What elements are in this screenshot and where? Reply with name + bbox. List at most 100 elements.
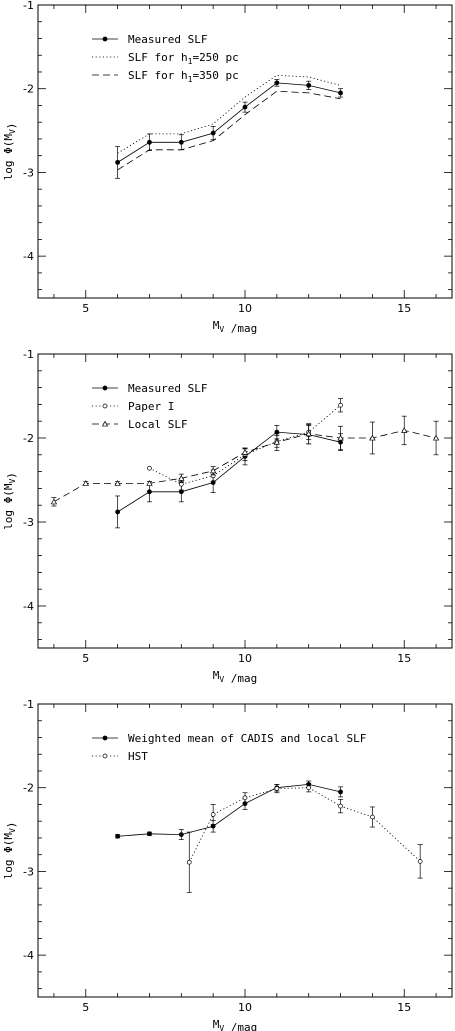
y-tick-label: -4 xyxy=(23,600,34,613)
legend-label: Local SLF xyxy=(128,418,188,431)
series-line xyxy=(117,74,341,154)
data-point xyxy=(147,489,152,495)
series-line xyxy=(117,783,341,837)
panel-1: 5 10 15 -1 -2 -3 -4 MV /mag log Φ(MV) Measured SL… xyxy=(2,0,453,335)
data-point xyxy=(306,785,312,791)
data-point xyxy=(146,480,153,486)
series-2 xyxy=(117,74,341,154)
y-axis-label: log Φ(MV) xyxy=(2,472,18,530)
x-tick-label: 15 xyxy=(397,1001,411,1014)
plot-frame xyxy=(37,4,453,299)
panel-3: 5 10 15 -1 -2 -3 -4 MV /mag log Φ(MV) Weighted me… xyxy=(2,698,453,1031)
legend-label: Measured SLF xyxy=(128,33,207,46)
y-tick-label: -4 xyxy=(23,250,34,263)
y-tick-label: -1 xyxy=(23,348,34,361)
data-point xyxy=(186,859,192,865)
x-tick-label: 15 xyxy=(397,302,411,315)
x-axis-label: MV /mag xyxy=(213,1018,258,1031)
legend-entry-3: SLF for h1=350 pc xyxy=(92,69,239,84)
x-tick-label: 10 xyxy=(238,1001,252,1014)
data-point xyxy=(242,801,248,807)
data-point xyxy=(209,467,217,474)
series-1 xyxy=(115,79,344,179)
legend-entry-3: Local SLF xyxy=(92,418,188,431)
legend-entry-1: Measured SLF xyxy=(92,382,207,395)
data-point xyxy=(338,789,343,795)
legend-entry-2: HST xyxy=(92,750,148,763)
legend-entry-1: Weighted mean of CADIS and local SLF xyxy=(92,732,366,745)
data-point xyxy=(210,130,216,136)
y-tick-label: -3 xyxy=(23,516,34,529)
y-tick-label: -1 xyxy=(23,0,34,12)
data-point xyxy=(147,465,152,471)
data-point xyxy=(210,812,216,817)
x-tick-label: 5 xyxy=(82,1001,89,1014)
y-tick-label: -3 xyxy=(23,166,34,179)
legend-marker xyxy=(102,36,108,42)
legend-entry-2: Paper I xyxy=(92,400,174,413)
data-point xyxy=(370,814,375,820)
data-point xyxy=(274,786,280,791)
data-point xyxy=(50,498,58,505)
y-tick-label: -2 xyxy=(23,432,34,445)
y-tick-label: -1 xyxy=(23,698,34,711)
plot-frame xyxy=(37,353,453,649)
legend-label: HST xyxy=(128,750,148,763)
data-point xyxy=(305,430,312,437)
data-point xyxy=(338,90,343,96)
legend-entry-1: Measured SLF xyxy=(92,33,207,46)
x-axis-label: MV /mag xyxy=(213,319,258,335)
data-point xyxy=(210,823,216,829)
legend-label: Paper I xyxy=(128,400,174,413)
data-point xyxy=(241,448,249,455)
y-tick-label: -2 xyxy=(23,782,34,795)
data-point xyxy=(337,434,344,441)
data-point xyxy=(401,427,408,433)
series-line xyxy=(188,787,421,863)
y-tick-label: -4 xyxy=(23,949,34,962)
x-tick-label: 10 xyxy=(238,652,252,665)
x-tick-label: 10 xyxy=(238,302,252,315)
legend-marker xyxy=(102,385,108,391)
legend-label: Weighted mean of CADIS and local SLF xyxy=(128,732,366,745)
series-3 xyxy=(117,90,341,171)
data-point xyxy=(115,509,121,515)
data-point xyxy=(178,474,185,481)
series-line xyxy=(117,431,341,513)
series-2 xyxy=(186,783,423,893)
data-point xyxy=(147,831,152,837)
data-point xyxy=(147,139,152,145)
legend-label: Measured SLF xyxy=(128,382,207,395)
series-line xyxy=(53,429,437,503)
data-point xyxy=(338,803,343,809)
series-line xyxy=(117,90,341,171)
data-point xyxy=(417,859,423,864)
y-tick-label: -3 xyxy=(23,865,34,878)
data-point xyxy=(178,832,184,837)
x-axis-label: MV /mag xyxy=(213,669,258,685)
data-point xyxy=(369,434,376,441)
data-point xyxy=(115,159,121,165)
panel-2: 5 10 15 -1 -2 -3 -4 MV /mag log Φ(MV) Measured SL… xyxy=(2,348,453,685)
data-point xyxy=(273,438,281,445)
legend-label: SLF for h1=350 pc xyxy=(128,69,239,84)
y-axis-label: log Φ(MV) xyxy=(2,123,18,181)
data-point xyxy=(178,139,184,145)
data-point xyxy=(178,489,184,495)
x-tick-label: 5 xyxy=(82,652,89,665)
legend-entry-2: SLF for h1=250 pc xyxy=(92,51,239,66)
data-point xyxy=(338,402,343,408)
y-tick-label: -2 xyxy=(23,83,34,96)
data-point xyxy=(432,434,440,441)
series-3 xyxy=(50,415,440,507)
data-point xyxy=(242,104,248,110)
legend-marker xyxy=(101,420,109,427)
data-point xyxy=(115,833,121,839)
data-point xyxy=(306,82,312,88)
plot-frame xyxy=(37,703,453,998)
y-axis-label: log Φ(MV) xyxy=(2,822,18,880)
data-point xyxy=(210,480,216,485)
legend-marker xyxy=(102,735,108,741)
